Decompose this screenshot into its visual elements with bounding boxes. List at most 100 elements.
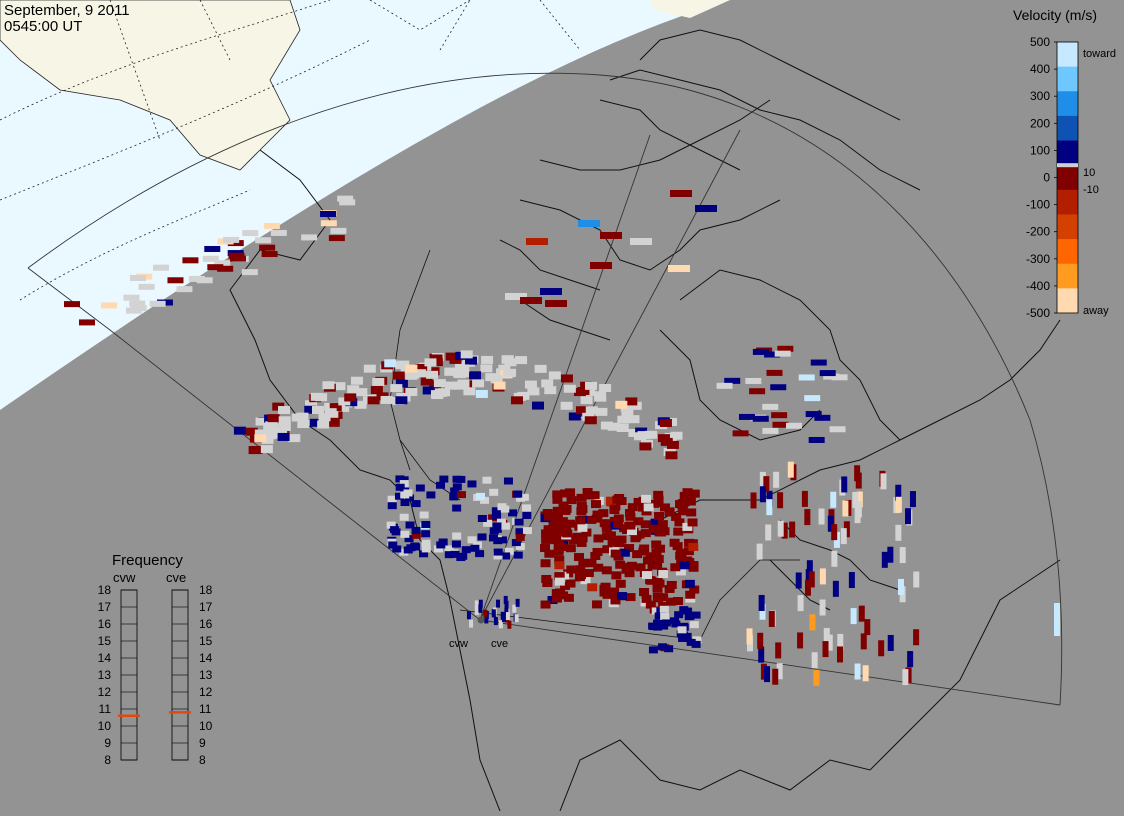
velocity-cell [685, 497, 696, 506]
frequency-tick-label: 8 [104, 753, 111, 767]
velocity-cell [669, 617, 679, 625]
velocity-cell [400, 530, 410, 538]
velocity-cell [421, 530, 431, 538]
velocity-cell [826, 634, 833, 651]
velocity-cell [566, 565, 577, 574]
velocity-cell [575, 406, 588, 415]
velocity-cell [586, 515, 597, 524]
velocity-cell [544, 386, 557, 395]
velocity-cell [759, 471, 766, 488]
velocity-cell [419, 550, 429, 558]
velocity-cell [689, 585, 700, 594]
velocity-cell [584, 416, 597, 425]
velocity-cell [411, 531, 421, 539]
velocity-cell [540, 559, 551, 568]
away-label: away [1083, 305, 1109, 317]
velocity-cell [612, 495, 623, 504]
velocity-cell [339, 199, 356, 206]
velocity-cell [678, 631, 688, 639]
velocity-cell [639, 588, 650, 597]
velocity-cell [515, 598, 520, 607]
velocity-cell [439, 475, 449, 483]
velocity-cell [854, 465, 861, 482]
velocity-cell [380, 395, 393, 404]
velocity-cell [260, 445, 273, 454]
velocity-cell [766, 369, 783, 376]
velocity-cell [850, 608, 857, 625]
velocity-scale-title: Velocity (m/s) [1013, 7, 1097, 23]
velocity-cell [772, 668, 779, 685]
velocity-cell [277, 432, 290, 441]
velocity-cell [573, 532, 584, 541]
velocity-cell [508, 509, 518, 517]
frequency-scales: 18 17 16 15 14 13 12 11 10 9 8 18 17 16 15 14 13 12 11 10 9 8 [98, 583, 213, 767]
velocity-cell [913, 571, 920, 588]
frequency-tick-label: 15 [199, 634, 213, 648]
velocity-cell [909, 491, 916, 508]
velocity-cell [762, 427, 779, 434]
velocity-cell [675, 551, 686, 560]
velocity-cell [484, 615, 489, 624]
velocity-cell [445, 381, 458, 390]
velocity-cell [370, 385, 383, 394]
velocity-cell [254, 434, 267, 443]
velocity-cell [639, 442, 652, 451]
velocity-cell [227, 240, 244, 247]
frequency-tick-label: 13 [98, 668, 112, 682]
velocity-cell [551, 594, 562, 603]
velocity-cell [493, 617, 498, 626]
velocity-cell [554, 577, 565, 586]
velocity-cell [677, 501, 688, 510]
velocity-cell [491, 507, 501, 515]
velocity-cell [655, 544, 666, 553]
velocity-cell [304, 405, 317, 414]
colorbar-swatch [1057, 115, 1078, 142]
velocity-cell [472, 379, 485, 388]
velocity-cell [513, 551, 523, 559]
velocity-cell [324, 408, 337, 417]
velocity-cell [576, 538, 587, 547]
velocity-cell [512, 604, 517, 613]
velocity-cell [548, 517, 559, 526]
time-label: 0545:00 UT [4, 18, 82, 35]
velocity-cell [475, 492, 485, 500]
velocity-cell [848, 572, 855, 589]
velocity-cell [522, 527, 532, 535]
velocity-cell [577, 386, 590, 395]
velocity-cell [552, 495, 563, 504]
velocity-cell [426, 491, 436, 499]
velocity-cell [501, 355, 514, 364]
velocity-cell [560, 401, 573, 410]
velocity-cell [419, 511, 429, 519]
velocity-cell [400, 499, 410, 507]
velocity-cell [781, 522, 788, 539]
velocity-cell [630, 238, 652, 245]
velocity-cell [666, 580, 677, 589]
velocity-cell [732, 430, 749, 437]
velocity-cell [576, 571, 587, 580]
velocity-cell [654, 612, 664, 620]
velocity-cell [660, 612, 670, 620]
velocity-cell [516, 494, 526, 502]
velocity-cell [436, 481, 446, 489]
velocity-cell [676, 556, 687, 565]
velocity-cell [765, 524, 772, 541]
velocity-cell [78, 319, 95, 326]
greenland-daylight [0, 0, 301, 171]
velocity-cell [430, 354, 443, 363]
velocity-cell [756, 543, 763, 560]
velocity-cell [804, 579, 811, 596]
velocity-cell [831, 374, 848, 381]
velocity-cell [862, 665, 869, 682]
velocity-cell [616, 424, 629, 433]
velocity-cell [609, 506, 620, 515]
velocity-cell [421, 521, 431, 529]
velocity-cell [638, 547, 649, 556]
velocity-cell [682, 556, 693, 565]
inner-tick-neg: -10 [1083, 184, 1099, 196]
velocity-cell [405, 364, 418, 373]
velocity-cell [905, 667, 912, 684]
velocity-cell [602, 532, 613, 541]
velocity-cell [650, 518, 661, 527]
